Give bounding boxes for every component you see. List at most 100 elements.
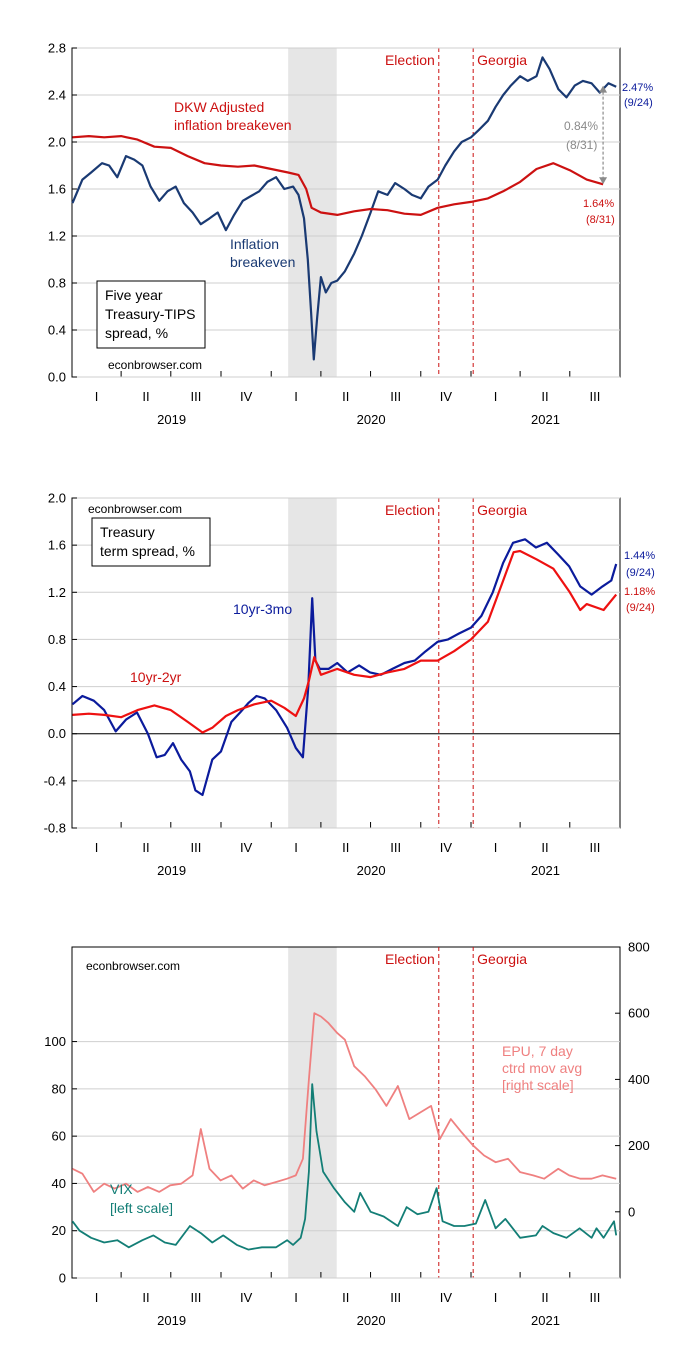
year-tick-label: 2021 <box>531 863 560 878</box>
series-label-vix: VIX <box>110 1181 133 1197</box>
event-label: Georgia <box>477 502 527 518</box>
quarter-tick-label: IV <box>440 840 453 855</box>
series-label-dkw: DKW Adjusted <box>174 99 264 115</box>
series-line-vix <box>71 1083 618 1251</box>
quarter-tick-label: II <box>342 840 349 855</box>
legend-box-text: term spread, % <box>100 543 195 559</box>
event-label: Georgia <box>477 52 527 68</box>
series-line-epu <box>72 1012 617 1193</box>
series-label-dkw: inflation breakeven <box>174 117 292 133</box>
quarter-tick-label: IV <box>440 1290 453 1305</box>
series-label-epu: ctrd mov avg <box>502 1060 582 1076</box>
y2-tick-label: 800 <box>628 940 650 955</box>
quarter-tick-label: I <box>95 1290 99 1305</box>
end-label-t10y3m-date: (9/24) <box>626 567 655 579</box>
y-tick-label: 40 <box>52 1176 66 1191</box>
end-label-t10y3m: 1.44% <box>624 550 655 562</box>
quarter-tick-label: III <box>390 840 401 855</box>
y-tick-label: 0 <box>59 1271 66 1286</box>
quarter-tick-label: II <box>142 389 149 404</box>
y-tick-label: 0.8 <box>48 276 66 291</box>
end-label-breakeven: 2.47% <box>622 82 653 94</box>
event-label: Election <box>385 502 435 518</box>
year-tick-label: 2020 <box>357 863 386 878</box>
series-label-epu: [right scale] <box>502 1077 574 1093</box>
series-label-breakeven: breakeven <box>230 254 295 270</box>
series-label-t10y3m: 10yr-3mo <box>233 601 292 617</box>
y-tick-label: 100 <box>44 1034 66 1049</box>
gap-arrow-head-bottom <box>599 177 608 185</box>
y2-tick-label: 0 <box>628 1204 635 1219</box>
quarter-tick-label: I <box>294 840 298 855</box>
y-tick-label: -0.8 <box>44 821 66 836</box>
year-tick-label: 2019 <box>157 863 186 878</box>
series-line-dkw <box>72 135 604 216</box>
legend-box-text: Treasury <box>100 524 155 540</box>
series-line-breakeven <box>71 56 617 361</box>
y2-tick-label: 200 <box>628 1138 650 1153</box>
y-tick-label: 1.6 <box>48 182 66 197</box>
gap-label-date: (8/31) <box>566 138 597 152</box>
series-label-vix: [left scale] <box>110 1200 173 1216</box>
quarter-tick-label: III <box>390 389 401 404</box>
gap-label: 0.84% <box>564 119 598 133</box>
year-tick-label: 2020 <box>357 412 386 427</box>
quarter-tick-label: III <box>190 389 201 404</box>
y-tick-label: 60 <box>52 1129 66 1144</box>
quarter-tick-label: I <box>95 389 99 404</box>
year-tick-label: 2021 <box>531 412 560 427</box>
end-label-t10y2y: 1.18% <box>624 586 655 598</box>
y-tick-label: 0.8 <box>48 632 66 647</box>
series-label-t10y2y: 10yr-2yr <box>130 669 182 685</box>
y-tick-label: 2.0 <box>48 135 66 150</box>
y-tick-label: 0.4 <box>48 323 66 338</box>
series-line-t10y3m <box>71 538 618 797</box>
quarter-tick-label: II <box>541 1290 548 1305</box>
y-tick-label: 0.4 <box>48 679 66 694</box>
recession-shading <box>288 947 337 1278</box>
y-tick-label: 80 <box>52 1081 66 1096</box>
end-label-dkw: 1.64% <box>583 198 614 210</box>
quarter-tick-label: III <box>390 1290 401 1305</box>
quarter-tick-label: III <box>190 1290 201 1305</box>
gap-arrow-head-top <box>599 85 608 93</box>
end-label-breakeven-date: (9/24) <box>624 97 653 109</box>
y-tick-label: 2.4 <box>48 88 66 103</box>
quarter-tick-label: III <box>589 389 600 404</box>
quarter-tick-label: IV <box>240 389 253 404</box>
y-tick-label: 1.2 <box>48 585 66 600</box>
quarter-tick-label: III <box>190 840 201 855</box>
y2-tick-label: 400 <box>628 1072 650 1087</box>
quarter-tick-label: III <box>589 840 600 855</box>
year-tick-label: 2019 <box>157 412 186 427</box>
watermark: econbrowser.com <box>108 358 202 372</box>
end-label-t10y2y-date: (9/24) <box>626 602 655 614</box>
y-tick-label: -0.4 <box>44 773 66 788</box>
quarter-tick-label: I <box>494 389 498 404</box>
legend-box-text: spread, % <box>105 325 168 341</box>
quarter-tick-label: IV <box>240 1290 253 1305</box>
event-label: Georgia <box>477 951 527 967</box>
y-tick-label: 2.0 <box>48 491 66 506</box>
quarter-tick-label: II <box>342 389 349 404</box>
y-tick-label: 20 <box>52 1223 66 1238</box>
quarter-tick-label: I <box>95 840 99 855</box>
watermark: econbrowser.com <box>86 959 180 973</box>
y2-tick-label: 600 <box>628 1006 650 1021</box>
event-label: Election <box>385 52 435 68</box>
series-line-t10y2y <box>72 549 618 734</box>
y-tick-label: 0.0 <box>48 370 66 385</box>
quarter-tick-label: IV <box>440 389 453 404</box>
end-label-dkw-date: (8/31) <box>586 214 615 226</box>
series-label-epu: EPU, 7 day <box>502 1043 573 1059</box>
event-label: Election <box>385 951 435 967</box>
quarter-tick-label: I <box>494 1290 498 1305</box>
y-tick-label: 1.2 <box>48 229 66 244</box>
quarter-tick-label: II <box>541 389 548 404</box>
y-tick-label: 0.0 <box>48 726 66 741</box>
legend-box <box>91 517 211 567</box>
